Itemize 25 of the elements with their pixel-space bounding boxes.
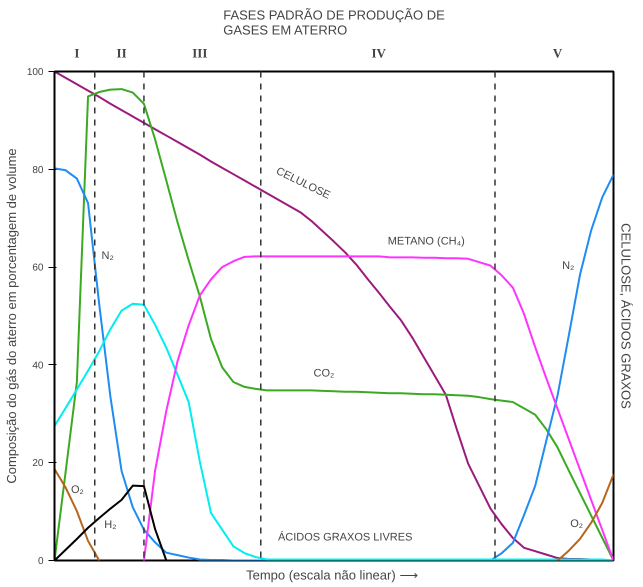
annotation: N₂ [562, 260, 574, 272]
annotation: METANO (CH₄) [388, 236, 465, 248]
annotation: O₂ [570, 518, 584, 530]
annotation: ÁCIDOS GRAXOS LIVRES [278, 530, 412, 544]
x-axis-title: Tempo (escala não linear) ⟶ [246, 568, 418, 582]
y-tick-label: 80 [32, 164, 44, 176]
x-tick-label: II [116, 46, 127, 60]
annotation: O₂ [71, 484, 84, 496]
y-tick-label: 60 [32, 262, 44, 274]
annotation: CO₂ [314, 368, 334, 380]
x-tick-label: III [192, 46, 208, 60]
annotation: N₂ [102, 250, 114, 262]
y-tick-label: 40 [32, 360, 44, 372]
y-tick-label: 20 [32, 458, 44, 470]
line-series [54, 302, 614, 560]
y2-axis-title: CELULOSE, ÁCIDOS GRAXOS [618, 223, 634, 410]
x-tick-label: V [552, 46, 563, 60]
annotation: H₂ [104, 519, 117, 532]
y-tick-label: 100 [26, 67, 44, 78]
x-tick-label: I [74, 46, 80, 60]
line-series [142, 255, 614, 560]
x-tick-label: IV [371, 46, 387, 60]
y-axis-title: Composição do gás do aterro em porcentagem de volume [4, 148, 19, 484]
chart-title: FASES PADRÃO DE PRODUÇÃO DE GASES EM ATERRO [223, 8, 446, 38]
y-tick-label: 0 [38, 556, 44, 567]
